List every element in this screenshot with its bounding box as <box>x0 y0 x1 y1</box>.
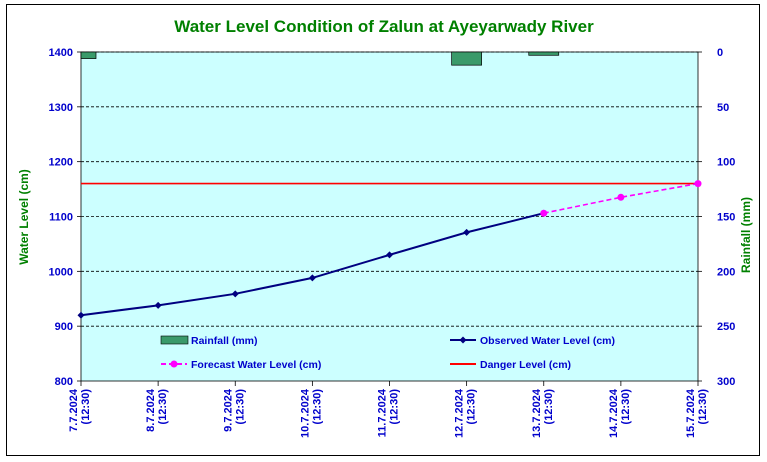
observed-point <box>463 228 471 236</box>
y-tick-label: 1200 <box>49 157 73 169</box>
x-tick-label: 7.7.2024 <box>68 388 80 432</box>
forecast-point <box>694 180 702 188</box>
x-tick-label: 10.7.2024 <box>299 388 311 438</box>
x-tick-label: 15.7.2024 <box>685 388 697 438</box>
x-tick-label: (12:30) <box>311 389 323 425</box>
x-tick-label: (12:30) <box>620 389 632 425</box>
legend-rainfall-swatch <box>160 335 189 345</box>
observed-point <box>386 251 393 259</box>
legend-rainfall: Rainfall (mm) <box>160 335 258 347</box>
legend-forecast-label: Forecast Water Level (cm) <box>191 359 321 371</box>
y2-tick-label: 100 <box>717 157 735 169</box>
chart-frame: Water Level Condition of Zalun at Ayeyar… <box>6 4 760 456</box>
rainfall-bar <box>451 51 482 66</box>
x-tick-label: 8.7.2024 <box>145 388 157 432</box>
observed-point <box>154 301 162 309</box>
x-axis-ticks: 7.7.2024 (12:30) 8.7.2024 (12:30) 9.7.2024 (1… <box>68 381 709 438</box>
legend-rainfall-label: Rainfall (mm) <box>191 335 258 347</box>
x-tick-label: 9.7.2024 <box>222 388 234 432</box>
forecast-series <box>540 180 702 217</box>
observed-point <box>77 311 85 319</box>
legend-observed-marker <box>459 336 467 344</box>
forecast-line <box>543 182 699 214</box>
y-tick-label: 1000 <box>49 266 73 278</box>
legend-observed-label: Observed Water Level (cm) <box>480 335 615 347</box>
x-tick-label: 13.7.2024 <box>531 388 543 438</box>
rainfall-bars <box>80 51 560 66</box>
forecast-point <box>617 193 625 201</box>
y-axis-label: Water Level (cm) <box>17 169 31 265</box>
x-tick-label: (12:30) <box>543 389 555 425</box>
legend-forecast-marker <box>170 360 178 368</box>
observed-point <box>308 274 316 282</box>
y-tick-label: 1100 <box>49 212 73 224</box>
x-tick-label: 14.7.2024 <box>608 388 620 438</box>
legend: Rainfall (mm) Observed Water Level (cm) … <box>160 335 615 371</box>
y2-tick-label: 300 <box>717 376 735 388</box>
y-tick-label: 800 <box>55 376 73 388</box>
chart-title: Water Level Condition of Zalun at Ayeyar… <box>174 17 594 36</box>
rainfall-bar <box>528 51 560 56</box>
x-tick-label: (12:30) <box>466 389 478 425</box>
legend-danger: Danger Level (cm) <box>450 359 571 371</box>
y2-tick-label: 200 <box>717 266 735 278</box>
forecast-point <box>540 209 548 217</box>
left-axis-ticks: 800 900 1000 1100 1200 1300 1400 <box>49 47 81 388</box>
x-tick-label: 12.7.2024 <box>454 388 466 438</box>
x-tick-label: 11.7.2024 <box>377 388 389 437</box>
y2-tick-label: 0 <box>717 47 723 59</box>
y2-tick-label: 250 <box>717 321 735 333</box>
y2-axis-label: Rainfall (mm) <box>739 197 753 273</box>
x-tick-label: (12:30) <box>157 389 169 425</box>
y-tick-label: 1400 <box>49 47 73 59</box>
legend-danger-label: Danger Level (cm) <box>480 359 571 371</box>
x-tick-label: (12:30) <box>80 389 92 425</box>
rainfall-bar <box>80 51 97 59</box>
right-axis-ticks: 0 50 100 150 200 250 300 <box>698 47 735 388</box>
y-tick-label: 900 <box>55 321 73 333</box>
x-tick-label: (12:30) <box>697 389 709 425</box>
legend-forecast: Forecast Water Level (cm) <box>161 359 321 371</box>
x-tick-label: (12:30) <box>389 389 401 425</box>
y2-tick-label: 50 <box>717 102 729 114</box>
x-tick-label: (12:30) <box>234 389 246 425</box>
gridlines <box>81 51 698 327</box>
y2-tick-label: 150 <box>717 212 735 224</box>
observed-point <box>231 290 239 298</box>
water-level-chart: Water Level Condition of Zalun at Ayeyar… <box>17 17 753 438</box>
legend-observed: Observed Water Level (cm) <box>450 335 615 347</box>
y-tick-label: 1300 <box>49 102 73 114</box>
